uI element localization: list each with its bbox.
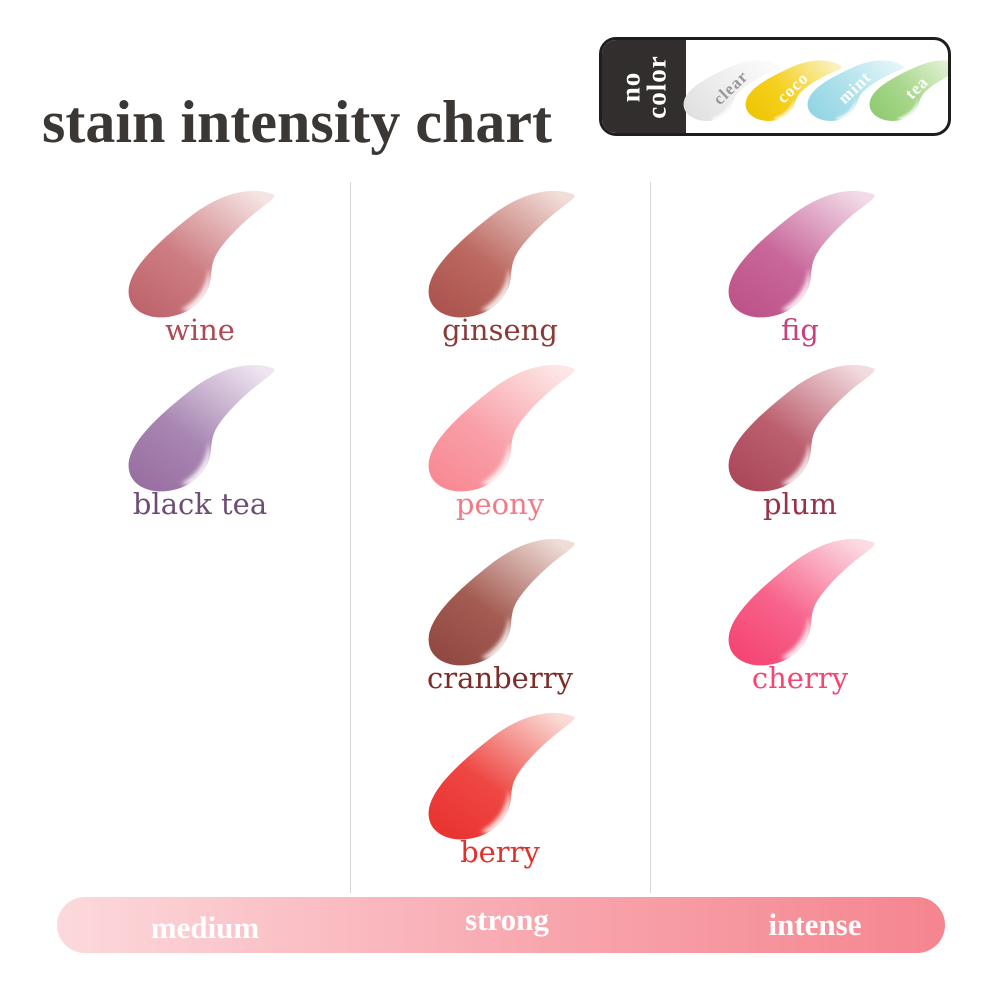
swatch-wine: wine	[50, 182, 350, 356]
swatch-plum: plum	[650, 356, 950, 530]
swatch-fig: fig	[650, 182, 950, 356]
swatch-berry: berry	[350, 704, 650, 878]
swatch-wine-label: wine	[165, 313, 235, 347]
column-divider	[350, 182, 351, 893]
fig-smear-icon	[728, 190, 875, 318]
scale-label-strong: strong	[465, 902, 549, 937]
swatch-clear: clear	[680, 40, 781, 133]
plum-smear-icon	[728, 364, 875, 492]
swatch-peony: peony	[350, 356, 650, 530]
swatch-black-tea-label: black tea	[132, 487, 268, 521]
peony-smear-icon	[428, 364, 575, 492]
swatch-fig-label: fig	[781, 313, 819, 347]
column-intense: fig plum cherry	[650, 182, 950, 704]
no-color-label: no color	[615, 54, 671, 119]
intensity-scale-bar: medium strong intense	[57, 897, 945, 953]
cherry-smear-icon	[728, 538, 875, 666]
swatch-peony-label: peony	[455, 487, 545, 521]
wine-smear-icon	[128, 190, 275, 318]
no-color-badge: no color clear	[599, 37, 951, 136]
column-divider	[650, 182, 651, 893]
black-tea-smear-icon	[128, 364, 275, 492]
swatch-berry-label: berry	[460, 835, 540, 869]
page-title: stain intensity chart	[42, 89, 552, 156]
swatch-ginseng: ginseng	[350, 182, 650, 356]
cranberry-smear-icon	[428, 538, 575, 666]
swatch-ginseng-label: ginseng	[442, 313, 558, 347]
no-color-label-panel: no color	[602, 40, 686, 133]
ginseng-smear-icon	[428, 190, 575, 318]
swatch-cranberry: cranberry	[350, 530, 650, 704]
column-medium: wine black tea	[50, 182, 350, 530]
swatch-cherry-label: cherry	[751, 661, 849, 695]
column-strong: ginseng peony cran	[350, 182, 650, 878]
swatch-black-tea: black tea	[50, 356, 350, 530]
scale-label-intense: intense	[768, 907, 862, 942]
swatch-plum-label: plum	[762, 487, 837, 521]
swatch-cherry: cherry	[650, 530, 950, 704]
berry-smear-icon	[428, 712, 575, 840]
scale-label-medium: medium	[150, 910, 260, 945]
no-color-swatch-row: clear coco	[680, 40, 948, 133]
swatch-cranberry-label: cranberry	[427, 661, 573, 695]
